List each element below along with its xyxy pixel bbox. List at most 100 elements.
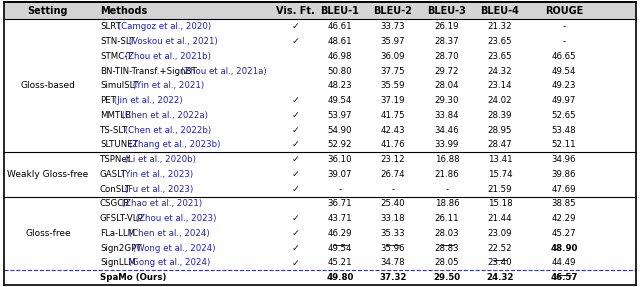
Text: 29.30: 29.30 [435,96,460,105]
Text: Gloss-free: Gloss-free [25,229,71,238]
Text: 48.61: 48.61 [328,37,352,46]
Text: 52.92: 52.92 [328,140,352,149]
Text: -: - [563,37,566,46]
Text: TSPNet: TSPNet [100,155,131,164]
Text: 53.97: 53.97 [328,111,352,120]
Text: (Zhou et al., 2023): (Zhou et al., 2023) [134,214,217,223]
Text: 18.86: 18.86 [435,199,460,208]
Text: 44.49: 44.49 [552,258,576,267]
Text: -: - [563,22,566,31]
Text: PET: PET [100,96,116,105]
Text: 36.71: 36.71 [328,199,352,208]
Text: 23.12: 23.12 [381,155,405,164]
Text: 23.40: 23.40 [488,258,512,267]
Text: -: - [392,185,395,194]
Text: ROUGE: ROUGE [545,6,583,16]
Text: 39.86: 39.86 [552,170,576,179]
Text: ✓: ✓ [291,244,299,253]
Text: Sign2GPT: Sign2GPT [100,244,141,253]
Text: SLTUNET: SLTUNET [100,140,138,149]
Text: -: - [339,185,342,194]
Text: BLEU-3: BLEU-3 [428,6,467,16]
Text: (Fu et al., 2023): (Fu et al., 2023) [122,185,193,194]
Text: BLEU-1: BLEU-1 [321,6,360,16]
Text: 25.40: 25.40 [381,199,405,208]
Text: 24.32: 24.32 [488,67,512,75]
Text: 26.11: 26.11 [435,214,460,223]
Text: 35.96: 35.96 [381,244,405,253]
Text: 21.44: 21.44 [488,214,512,223]
Text: ✓: ✓ [291,22,299,31]
Text: 24.32: 24.32 [486,273,514,282]
Text: Gloss-based: Gloss-based [20,81,76,90]
Text: (Gong et al., 2024): (Gong et al., 2024) [126,258,211,267]
Text: SpaMo (Ours): SpaMo (Ours) [100,273,166,282]
Text: ✓: ✓ [291,140,299,149]
Text: 33.84: 33.84 [435,111,460,120]
Text: ✓: ✓ [291,111,299,120]
Bar [4,2,636,20]
Text: (Wong et al., 2024): (Wong et al., 2024) [130,244,215,253]
Text: 28.37: 28.37 [435,37,460,46]
Text: 21.86: 21.86 [435,170,460,179]
Text: 46.29: 46.29 [328,229,352,238]
Text: 46.65: 46.65 [552,52,576,61]
Text: 37.32: 37.32 [380,273,407,282]
Text: 26.19: 26.19 [435,22,460,31]
Text: 26.74: 26.74 [381,170,405,179]
Text: 52.11: 52.11 [552,140,576,149]
Text: ✓: ✓ [291,229,299,238]
Text: 46.61: 46.61 [328,22,352,31]
Text: 35.59: 35.59 [381,81,405,90]
Text: SLRT: SLRT [100,22,121,31]
Text: 37.19: 37.19 [381,96,405,105]
Text: 29.72: 29.72 [435,67,460,75]
Text: CSGCR: CSGCR [100,199,131,208]
Text: 52.65: 52.65 [552,111,576,120]
Text: BN-TIN-Transf.+SignBT: BN-TIN-Transf.+SignBT [100,67,196,75]
Text: 28.04: 28.04 [435,81,460,90]
Text: ✓: ✓ [291,155,299,164]
Text: 22.52: 22.52 [488,244,512,253]
Text: 29.50: 29.50 [433,273,461,282]
Text: 28.95: 28.95 [488,126,512,135]
Text: 42.43: 42.43 [381,126,405,135]
Text: MMTLB: MMTLB [100,111,131,120]
Text: 42.29: 42.29 [552,214,576,223]
Text: 21.59: 21.59 [488,185,512,194]
Text: 36.09: 36.09 [381,52,405,61]
Text: 15.18: 15.18 [488,199,512,208]
Text: 36.10: 36.10 [328,155,352,164]
Text: 49.54: 49.54 [328,96,352,105]
Text: 28.83: 28.83 [435,244,460,253]
Text: Weakly Gloss-free: Weakly Gloss-free [8,170,88,179]
Text: ConSLT: ConSLT [100,185,131,194]
Text: 41.75: 41.75 [381,111,405,120]
Text: 21.32: 21.32 [488,22,512,31]
Text: 41.76: 41.76 [381,140,405,149]
Text: 49.80: 49.80 [326,273,354,282]
Text: 13.41: 13.41 [488,155,512,164]
Text: 33.99: 33.99 [435,140,459,149]
Text: 49.54: 49.54 [552,67,576,75]
Text: 53.48: 53.48 [552,126,576,135]
Text: ✓: ✓ [291,185,299,194]
Text: (Voskou et al., 2021): (Voskou et al., 2021) [126,37,218,46]
Text: (Chen et al., 2024): (Chen et al., 2024) [126,229,210,238]
Text: (Yin et al., 2023): (Yin et al., 2023) [118,170,193,179]
Text: (Chen et al., 2022a): (Chen et al., 2022a) [118,111,207,120]
Text: 35.33: 35.33 [381,229,405,238]
Text: 46.57: 46.57 [550,273,578,282]
Text: 46.98: 46.98 [328,52,352,61]
Text: (Li et al., 2020b): (Li et al., 2020b) [122,155,196,164]
Text: 39.07: 39.07 [328,170,352,179]
Text: ✓: ✓ [291,170,299,179]
Text: (Zhou et al., 2021b): (Zhou et al., 2021b) [122,52,211,61]
Text: (Zhou et al., 2021a): (Zhou et al., 2021a) [178,67,267,75]
Text: Vis. Ft.: Vis. Ft. [276,6,314,16]
Text: 35.97: 35.97 [381,37,405,46]
Text: SignLLM: SignLLM [100,258,136,267]
Text: 28.03: 28.03 [435,229,460,238]
Text: TS-SLT: TS-SLT [100,126,128,135]
Text: 54.90: 54.90 [328,126,352,135]
